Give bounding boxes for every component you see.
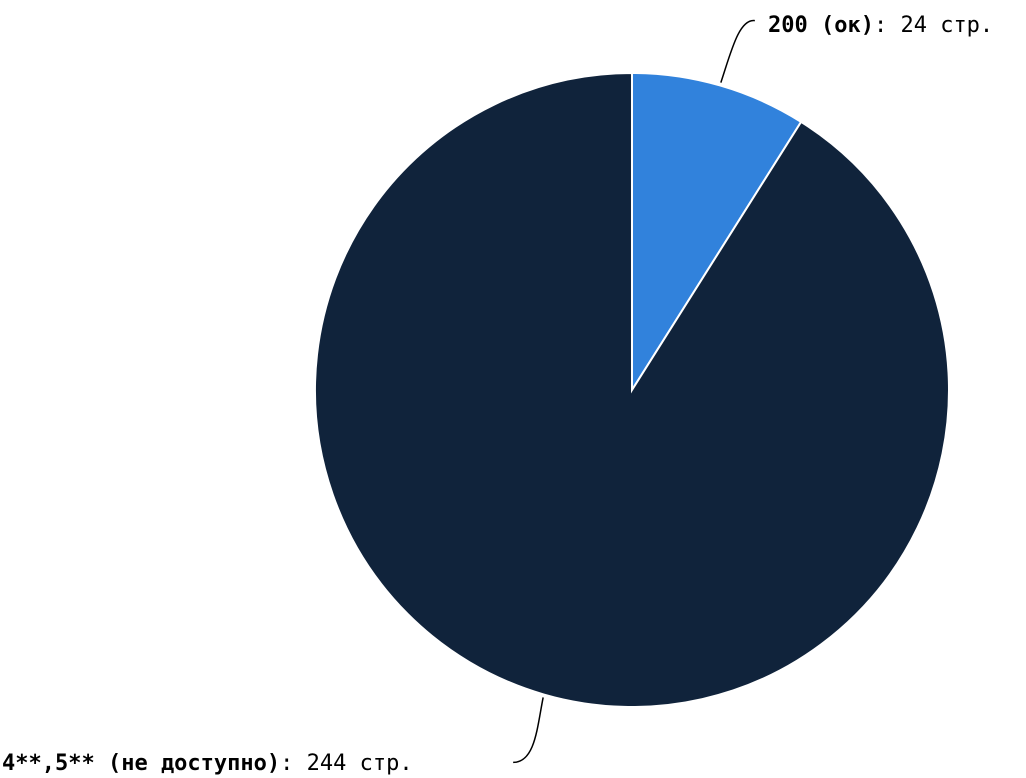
pie-slice-0 <box>631 71 803 394</box>
label-leader-lines <box>513 19 755 764</box>
slice-label-200-ok-name: 200 (ок) <box>768 13 874 38</box>
pie-slice-1 <box>314 71 950 708</box>
pie-slices <box>314 71 950 708</box>
slice-label-200-ok: 200 (ок): 24 стр. <box>768 13 993 38</box>
leader-line-0 <box>720 19 755 83</box>
slice-label-unavailable-name: 4**,5** (не доступно) <box>2 751 280 776</box>
slice-label-unavailable-value: : 244 стр. <box>280 751 412 776</box>
slice-label-200-ok-value: : 24 стр. <box>874 13 993 38</box>
leader-line-1 <box>513 697 544 764</box>
slice-label-unavailable: 4**,5** (не доступно): 244 стр. <box>2 751 413 776</box>
